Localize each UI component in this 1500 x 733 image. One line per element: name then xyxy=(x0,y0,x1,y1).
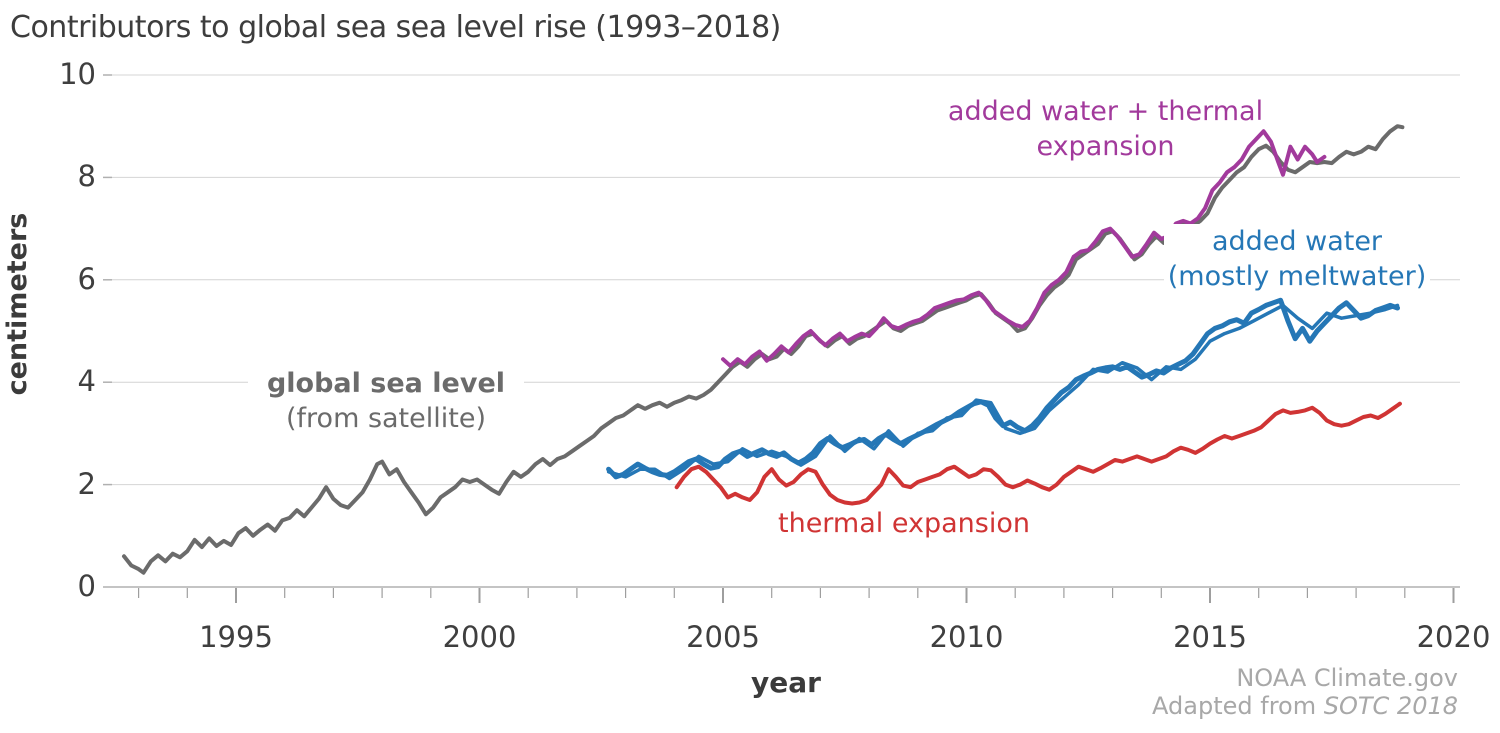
attribution-adapted: Adapted from SOTC 2018 xyxy=(1038,692,1458,720)
series-label-added-water-line1: added water xyxy=(1211,226,1383,257)
series-label-global-sea-level-line1: global sea level xyxy=(266,368,506,399)
x-tick-label-2020: 2020 xyxy=(1416,620,1491,654)
x-tick-label-2010: 2010 xyxy=(929,620,1004,654)
y-axis-label: centimeters xyxy=(2,212,33,396)
series-label-global-sea-level-line2: (from satellite) xyxy=(286,403,486,434)
series-thermal_expansion xyxy=(674,401,1402,506)
series-label-added-water-line2: (mostly meltwater) xyxy=(1167,261,1427,292)
x-tick-label-1995: 1995 xyxy=(199,620,273,654)
y-tick-label-6: 6 xyxy=(77,261,96,296)
x-tick-label-2015: 2015 xyxy=(1173,620,1247,654)
y-tick-label-0: 0 xyxy=(77,569,96,603)
series-label-added-water-thermal: added water + thermal expansion xyxy=(947,96,1264,162)
series-label-thermal-expansion: thermal expansion xyxy=(778,508,1030,539)
chart-title: Contributors to global sea sea level ris… xyxy=(10,10,781,45)
attribution-adapted-source: SOTC 2018 xyxy=(1323,692,1458,720)
y-tick-label-4: 4 xyxy=(77,364,96,399)
series-added_water_alt xyxy=(606,303,1400,481)
y-tick-label-8: 8 xyxy=(77,159,96,194)
x-tick-label-2000: 2000 xyxy=(442,620,517,654)
y-tick-label-2: 2 xyxy=(77,466,96,501)
x-tick-label-2005: 2005 xyxy=(686,620,760,654)
series-added_water xyxy=(606,297,1400,480)
attribution-source: NOAA Climate.gov xyxy=(1236,664,1458,692)
attribution: NOAA Climate.gov Adapted from SOTC 2018 xyxy=(1038,664,1458,720)
y-tick-label-10: 10 xyxy=(59,57,96,91)
series-added_water_thermal xyxy=(721,129,1327,368)
attribution-adapted-prefix: Adapted from xyxy=(1152,692,1324,720)
series-label-global-sea-level: global sea level (from satellite) xyxy=(248,366,524,436)
x-axis-label: year xyxy=(751,666,821,699)
series-label-added-water: added water (mostly meltwater) xyxy=(1164,224,1430,294)
